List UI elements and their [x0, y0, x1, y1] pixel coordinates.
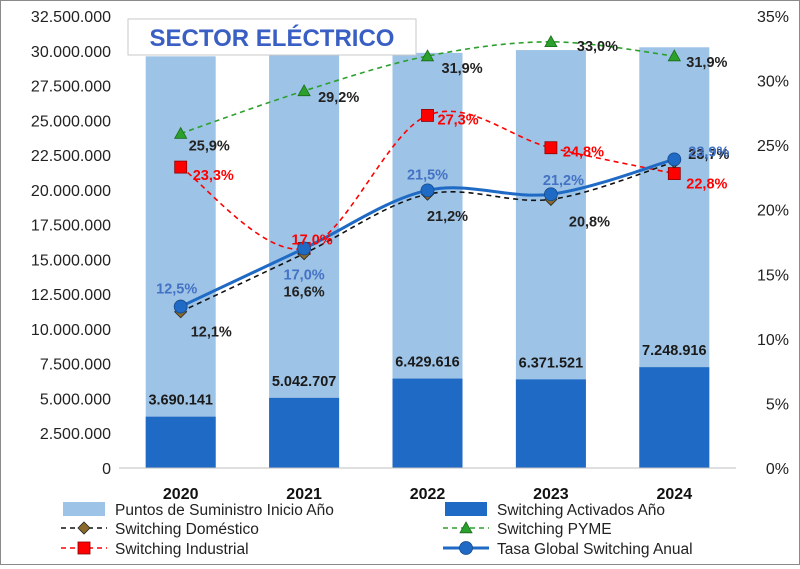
line-value-label: 22,8% [686, 177, 727, 193]
legend-label: Switching PYME [497, 521, 612, 538]
line-value-label: 31,9% [442, 61, 483, 77]
bar-switching-activados [639, 367, 710, 468]
line-series-1 [180, 41, 675, 135]
line-value-label: 29,2% [318, 90, 359, 106]
line-value-label: 21,2% [543, 173, 584, 189]
bar-switching-activados [392, 378, 463, 468]
left-tick-label: 17.500.000 [31, 218, 111, 235]
line-value-label: 12,5% [156, 282, 197, 298]
right-tick-label: 15% [757, 267, 789, 284]
bar-switching-activados [145, 416, 216, 468]
legend-marker [77, 541, 91, 555]
legend-label: Switching Doméstico [115, 521, 259, 538]
line-value-label: 25,9% [189, 139, 230, 155]
line-value-label: 23,7% [688, 147, 729, 163]
bar-puntos-suministro [145, 56, 216, 468]
chart-title: SECTOR ELÉCTRICO [150, 24, 395, 52]
bar-value-label: 3.690.141 [148, 393, 213, 409]
left-tick-label: 22.500.000 [31, 148, 111, 165]
marker-series-3 [544, 187, 558, 202]
marker-series-1 [544, 35, 558, 48]
left-tick-label: 12.500.000 [31, 287, 111, 304]
bar-value-label: 6.429.616 [395, 355, 460, 371]
bar-switching-activados [269, 397, 340, 468]
line-value-label: 17,0% [292, 232, 333, 248]
marker-series-2 [667, 167, 681, 180]
line-value-label: 12,1% [191, 325, 232, 341]
right-tick-label: 20% [757, 203, 789, 220]
line-value-label: 21,5% [407, 167, 448, 183]
line-value-label: 23,9% [688, 144, 729, 160]
line-value-label: 33,0% [577, 39, 618, 55]
marker-series-3 [420, 183, 435, 198]
marker-series-2 [174, 160, 188, 174]
bar-value-label: 6.371.521 [519, 355, 584, 371]
left-tick-label: 10.000.000 [31, 322, 111, 339]
right-tick-label: 10% [757, 332, 789, 349]
category-label: 2021 [286, 486, 322, 503]
category-label: 2022 [410, 486, 446, 503]
left-tick-label: 25.000.000 [31, 113, 111, 130]
right-tick-label: 5% [766, 396, 789, 413]
left-tick-label: 20.000.000 [31, 183, 111, 200]
category-label: 2024 [657, 486, 693, 503]
legend-swatch [445, 502, 487, 516]
legend-label: Switching Industrial [115, 541, 249, 558]
right-tick-label: 0% [766, 461, 789, 478]
line-value-label: 20,8% [569, 214, 610, 230]
right-tick-label: 35% [757, 9, 789, 26]
legend-label: Tasa Global Switching Anual [497, 541, 693, 558]
line-value-label: 27,3% [438, 112, 479, 128]
legend-label: Puntos de Suministro Inicio Año [115, 502, 334, 519]
legend-marker [77, 521, 91, 535]
line-value-label: 16,6% [284, 285, 325, 301]
left-tick-label: 15.000.000 [31, 252, 111, 269]
marker-series-1 [297, 84, 311, 97]
legend-marker [459, 541, 473, 555]
marker-series-2 [421, 109, 434, 122]
marker-series-3 [173, 299, 188, 314]
marker-series-2 [544, 141, 558, 155]
line-value-label: 31,9% [686, 55, 727, 71]
right-tick-label: 30% [757, 74, 789, 91]
marker-series-1 [420, 49, 435, 62]
left-tick-label: 2.500.000 [40, 426, 111, 443]
left-tick-label: 30.000.000 [31, 44, 111, 61]
line-value-label: 17,0% [284, 267, 325, 283]
bar-switching-activados [515, 379, 586, 468]
line-value-label: 24,8% [563, 145, 604, 161]
marker-series-3 [667, 152, 682, 167]
chart-title-box: SECTOR ELÉCTRICO [127, 18, 417, 56]
bar-value-label: 7.248.916 [642, 343, 707, 359]
left-tick-label: 7.500.000 [40, 357, 111, 374]
legend-label: Switching Activados Año [497, 502, 665, 519]
left-tick-label: 5.000.000 [40, 391, 111, 408]
bar-value-label: 5.042.707 [272, 374, 337, 390]
line-series-2 [180, 110, 675, 250]
category-label: 2020 [163, 486, 199, 503]
left-tick-label: 27.500.000 [31, 79, 111, 96]
marker-series-1 [174, 126, 188, 139]
right-tick-label: 25% [757, 138, 789, 155]
legend-marker [459, 521, 473, 534]
legend-swatch [63, 502, 105, 516]
marker-series-1 [667, 49, 681, 62]
category-label: 2023 [533, 486, 569, 503]
marker-series-3 [297, 241, 312, 256]
line-value-label: 21,2% [427, 209, 468, 225]
line-value-label: 23,3% [193, 168, 234, 184]
left-tick-label: 32.500.000 [31, 9, 111, 26]
left-tick-label: 0 [102, 461, 111, 478]
